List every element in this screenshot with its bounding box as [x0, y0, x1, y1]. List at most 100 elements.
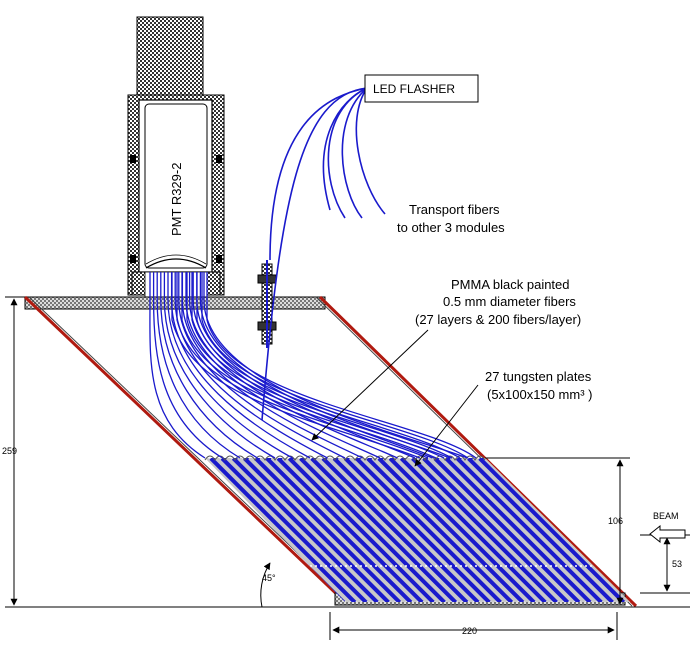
- led-flasher-label: LED FLASHER: [373, 82, 455, 96]
- transport-fibers: [261, 87, 386, 421]
- fiber-strand: [152, 272, 223, 459]
- dimension-259: [5, 296, 690, 608]
- fiber-strand: [176, 272, 429, 459]
- tungsten-plate: [337, 458, 485, 602]
- tungsten-plate: [248, 458, 396, 602]
- fiber-strand: [167, 272, 293, 459]
- transport-label-1: Transport fibers: [409, 202, 500, 217]
- dimension-106: [485, 457, 630, 605]
- pmma-label-1: PMMA black painted: [451, 277, 570, 292]
- fiber-strand: [186, 272, 445, 459]
- dimension-220: [329, 612, 618, 640]
- fiber-layer: [343, 458, 492, 602]
- pmt-top-block: [136, 16, 204, 96]
- tungsten-plate: [416, 458, 564, 602]
- dim-259-label: 259: [2, 446, 17, 456]
- tungsten-label-1: 27 tungsten plates: [485, 369, 592, 384]
- fiber-layer: [355, 458, 503, 602]
- fiber-layer: [310, 458, 458, 602]
- pmma-label-3: (27 layers & 200 fibers/layer): [415, 312, 581, 327]
- tungsten-plate: [225, 458, 373, 602]
- transport-label-2: to other 3 modules: [397, 220, 505, 235]
- fiber-layer: [231, 458, 380, 602]
- fiber-layer: [399, 458, 548, 602]
- fiber-layer: [422, 458, 570, 602]
- tungsten-plate: [315, 458, 463, 602]
- fiber-strand: [163, 272, 276, 459]
- fiber-strand: [160, 272, 258, 459]
- tungsten-plate: [461, 458, 609, 602]
- tungsten-stack: [205, 458, 630, 602]
- fiber-strand: [178, 272, 346, 459]
- tungsten-plate: [237, 458, 385, 602]
- fiber-layer: [377, 458, 525, 602]
- tungsten-plate: [393, 458, 541, 602]
- fiber-layer: [265, 458, 413, 602]
- tungsten-plate: [405, 458, 553, 602]
- tungsten-plate: [438, 458, 586, 602]
- tungsten-plate: [214, 458, 362, 602]
- tungsten-pointer: [414, 384, 479, 467]
- beam-label: BEAM: [653, 511, 679, 521]
- fiber-layer: [209, 458, 357, 602]
- pmma-pointer: [311, 329, 429, 441]
- fiber-strand: [156, 272, 241, 459]
- tungsten-plate: [371, 458, 519, 602]
- fiber-strand: [149, 272, 206, 459]
- fiber-strand: [191, 272, 453, 459]
- fiber-strand: [196, 272, 461, 459]
- tungsten-plate: [293, 458, 441, 602]
- fiber-layer: [243, 458, 391, 602]
- fiber-strand: [181, 272, 437, 459]
- fiber-layer: [299, 458, 447, 602]
- tungsten-plate: [205, 458, 351, 602]
- fiber-layer: [220, 458, 369, 602]
- tungsten-plate: [449, 458, 597, 602]
- pmt-assembly: [127, 16, 225, 298]
- fiber-layer: [388, 458, 537, 602]
- tungsten-plate: [304, 458, 452, 602]
- dim-106-label: 106: [608, 516, 623, 526]
- tungsten-plate: [326, 458, 474, 602]
- fiber-layer: [332, 458, 481, 602]
- pmma-label-2: 0.5 mm diameter fibers: [443, 294, 576, 309]
- tungsten-plate: [382, 458, 530, 602]
- angle-label: 45°: [262, 573, 276, 583]
- tungsten-plate: [472, 458, 620, 602]
- fiber-strand: [171, 272, 421, 459]
- fiber-strand: [170, 272, 311, 459]
- fiber-strand: [181, 272, 363, 459]
- fiber-layer: [411, 458, 559, 602]
- fiber-strand: [203, 272, 468, 459]
- fiber-strand: [185, 272, 381, 459]
- dim-53-label: 53: [672, 559, 682, 569]
- tungsten-plate: [360, 458, 508, 602]
- tungsten-plate: [483, 458, 630, 602]
- fiber-layer: [433, 458, 581, 602]
- fiber-layer: [276, 458, 425, 602]
- fiber-strand: [201, 272, 469, 459]
- tungsten-plate: [349, 458, 497, 602]
- fiber-layer: [366, 458, 514, 602]
- fiber-layer: [287, 458, 436, 602]
- dimension-53: [640, 534, 690, 594]
- tungsten-plate: [259, 458, 407, 602]
- fiber-layer: [444, 458, 593, 602]
- tungsten-plate: [270, 458, 418, 602]
- dim-220-label: 220: [462, 626, 477, 636]
- fiber-layer: [455, 458, 604, 602]
- fiber-bundle: [149, 272, 477, 459]
- tungsten-label-2: (5x100x150 mm³ ): [487, 387, 592, 402]
- fiber-layer: [478, 458, 626, 602]
- fiber-layer: [467, 458, 615, 602]
- led-flasher-box: [364, 74, 479, 103]
- tungsten-plate: [427, 458, 575, 602]
- tungsten-plate: [281, 458, 429, 602]
- fiber-layer: [254, 458, 402, 602]
- stack-top-edge: [204, 455, 486, 461]
- beam-arrow-icon: [649, 524, 686, 544]
- pmt-label: PMT R329-2: [169, 163, 184, 236]
- fiber-layer: [321, 458, 469, 602]
- fiber-strand: [206, 272, 477, 459]
